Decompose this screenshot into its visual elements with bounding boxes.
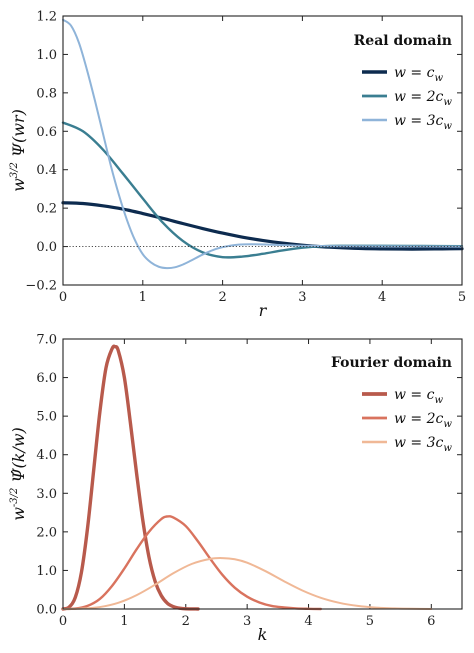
fourier-ytick-label: 5.0 <box>36 410 57 425</box>
real-ytick-label: 0.4 <box>36 163 57 178</box>
real-plot-frame <box>62 15 463 286</box>
fourier-xtick-label: 6 <box>427 614 435 629</box>
real-xtick-label: 0 <box>59 290 67 305</box>
fourier-xtick-label: 0 <box>59 614 67 629</box>
fourier-series-line-2 <box>61 515 323 611</box>
fourier-xtick-label: 4 <box>304 614 312 629</box>
real-y-axis-label-text: w3/2 Ψ(wr) <box>9 109 28 192</box>
fourier-panel-title: Fourier domain <box>331 355 452 371</box>
real-y-axis-label-group: w3/2 Ψ(wr) <box>9 109 28 192</box>
fourier-ytick-label: 7.0 <box>36 333 57 348</box>
real-legend: w = cw w = 2cw w = 3cw <box>362 65 452 132</box>
fourier-legend-label-1: w = cw <box>394 387 443 406</box>
fourier-ytick-label: 3.0 <box>36 487 57 502</box>
real-legend-label-1: w = cw <box>394 65 443 84</box>
fourier-xtick-label: 2 <box>182 614 190 629</box>
fourier-ticks <box>62 338 462 610</box>
real-x-axis-label: r <box>259 301 268 320</box>
real-ytick-label: 0.2 <box>36 202 57 217</box>
fourier-y-axis-label-text: w-3/2 Ψ̂(k/w) <box>9 427 28 521</box>
fourier-y-axis-label-group: w-3/2 Ψ̂(k/w) <box>9 427 28 521</box>
real-xtick-label: 5 <box>458 290 466 305</box>
fourier-xtick-label: 1 <box>120 614 128 629</box>
fourier-ytick-label: 1.0 <box>36 564 57 579</box>
real-legend-label-2: w = 2cw <box>394 89 452 108</box>
real-ytick-label: 1.0 <box>36 48 57 63</box>
fourier-x-axis-label: k <box>258 625 268 644</box>
real-ytick-labels: −0.2 0.0 0.2 0.4 0.6 0.8 1.0 1.2 <box>25 10 57 294</box>
real-y-axis-label: w3/2 Ψ(wr) <box>9 109 28 192</box>
real-series-lines <box>61 18 464 270</box>
fourier-ytick-label: 2.0 <box>36 525 57 540</box>
fourier-xtick-label: 5 <box>366 614 374 629</box>
real-ytick-label: −0.2 <box>25 279 57 294</box>
real-xtick-labels: 0 1 2 3 4 5 <box>59 290 466 305</box>
real-xtick-label: 3 <box>298 290 306 305</box>
real-domain-panel: −0.2 0.0 0.2 0.4 0.6 0.8 1.0 1.2 0 1 2 3 4 5 Real do… <box>9 10 466 321</box>
fourier-legend-label-2: w = 2cw <box>394 411 452 430</box>
fourier-ytick-label: 0.0 <box>36 603 57 618</box>
real-series-line-2 <box>61 121 464 259</box>
fourier-plot-frame <box>62 338 463 610</box>
real-legend-label-3: w = 3cw <box>394 113 452 132</box>
real-series-line-1 <box>61 201 464 251</box>
fourier-ytick-label: 6.0 <box>36 371 57 386</box>
fourier-series-line-3 <box>62 557 433 610</box>
fourier-series-line-1 <box>61 344 200 611</box>
real-xtick-label: 4 <box>378 290 386 305</box>
real-ytick-label: 0.8 <box>36 86 57 101</box>
real-xtick-label: 1 <box>139 290 147 305</box>
fourier-domain-panel: 0.0 1.0 2.0 3.0 4.0 5.0 6.0 7.0 0 1 2 3 4 5 6 Fourier… <box>9 333 463 644</box>
real-xtick-label: 2 <box>218 290 226 305</box>
fourier-ytick-labels: 0.0 1.0 2.0 3.0 4.0 5.0 6.0 7.0 <box>36 333 57 618</box>
fourier-series-lines <box>61 344 433 611</box>
fourier-legend: w = cw w = 2cw w = 3cw <box>362 387 452 454</box>
fourier-xtick-label: 3 <box>243 614 251 629</box>
fourier-y-axis-label: w-3/2 Ψ̂(k/w) <box>9 427 28 521</box>
real-ytick-label: 0.0 <box>36 240 57 255</box>
fourier-xtick-labels: 0 1 2 3 4 5 6 <box>59 614 436 629</box>
real-ytick-label: 1.2 <box>36 10 57 25</box>
fourier-legend-label-3: w = 3cw <box>394 435 452 454</box>
real-series-line-3 <box>62 18 463 270</box>
real-ytick-label: 0.6 <box>36 125 57 140</box>
fourier-ytick-label: 4.0 <box>36 448 57 463</box>
real-panel-title: Real domain <box>354 33 452 49</box>
